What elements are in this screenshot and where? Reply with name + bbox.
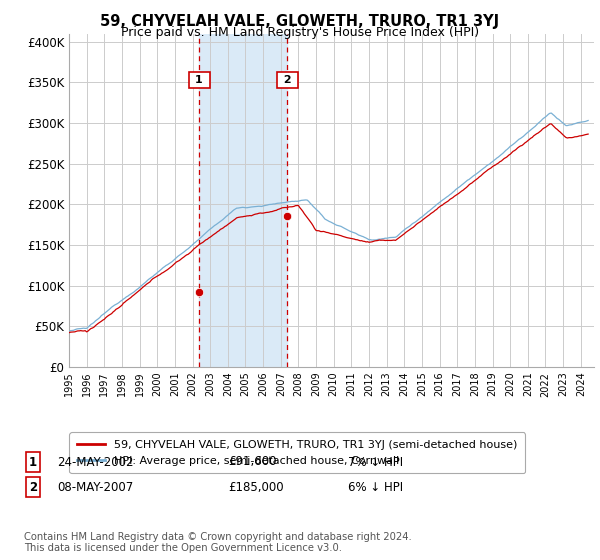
Text: 2: 2 <box>280 75 295 85</box>
Text: Price paid vs. HM Land Registry's House Price Index (HPI): Price paid vs. HM Land Registry's House … <box>121 26 479 39</box>
Text: 59, CHYVELAH VALE, GLOWETH, TRURO, TR1 3YJ: 59, CHYVELAH VALE, GLOWETH, TRURO, TR1 3… <box>100 14 500 29</box>
Text: £91,600: £91,600 <box>228 455 277 469</box>
Bar <box>199 34 287 367</box>
Text: 24-MAY-2002: 24-MAY-2002 <box>57 455 133 469</box>
Text: 08-MAY-2007: 08-MAY-2007 <box>57 480 133 494</box>
Text: Contains HM Land Registry data © Crown copyright and database right 2024.
This d: Contains HM Land Registry data © Crown c… <box>24 531 412 553</box>
Text: 2: 2 <box>29 480 37 494</box>
Text: £185,000: £185,000 <box>228 480 284 494</box>
Legend: 59, CHYVELAH VALE, GLOWETH, TRURO, TR1 3YJ (semi-detached house), HPI: Average p: 59, CHYVELAH VALE, GLOWETH, TRURO, TR1 3… <box>70 432 525 473</box>
Text: 7% ↓ HPI: 7% ↓ HPI <box>348 455 403 469</box>
Text: 6% ↓ HPI: 6% ↓ HPI <box>348 480 403 494</box>
Text: 1: 1 <box>29 455 37 469</box>
Text: 1: 1 <box>191 75 207 85</box>
